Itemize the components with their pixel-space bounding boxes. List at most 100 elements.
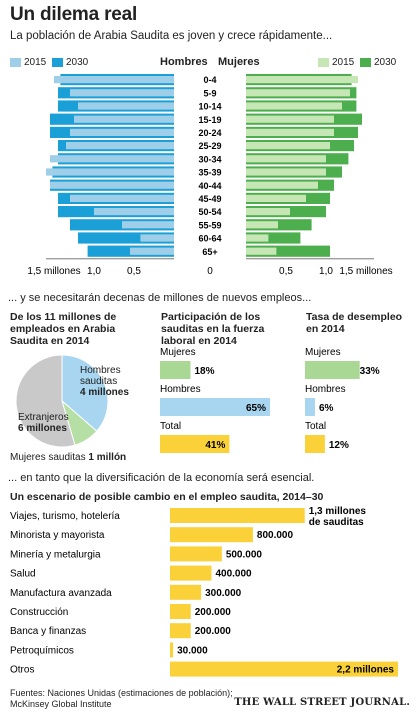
legend-label-men-2030: 2030	[66, 57, 89, 68]
bar-men-2015	[70, 194, 174, 202]
bar-women-2030	[246, 232, 301, 244]
bar-men-2015	[74, 115, 174, 123]
pie-label-men-name: Hombres sauditas	[80, 365, 121, 387]
age-label-box	[174, 113, 246, 125]
pie-label-women: Mujeres sauditas 1 millón	[10, 452, 126, 463]
scenario-value-label: 200.000	[195, 607, 232, 618]
bar-women-2015	[246, 181, 318, 189]
source-line-2: McKinsey Global Institute	[10, 699, 112, 709]
bar-men-2015	[70, 128, 174, 136]
source-note: Fuentes: Naciones Unidas (estimaciones d…	[10, 688, 233, 710]
population-pyramid-chart: 0-4 5-9 10-14 15-19 20-24 25-29 30-34 35-39 40-4…	[27, 74, 393, 277]
pie-slice	[15, 354, 76, 448]
scenario-value-label: 1,3 millones de sauditas	[309, 506, 367, 528]
scenario-category-label: Viajes, turismo, hotelería	[10, 511, 120, 522]
scenario-category-label: Petroquímicos	[10, 645, 74, 656]
bar-category-label: Hombres	[305, 384, 346, 395]
publisher-logo: THE WALL STREET JOURNAL.	[234, 697, 410, 708]
bar-men-2015	[94, 208, 174, 216]
bar-women-2015	[246, 194, 306, 202]
bar-category-label: Total	[305, 421, 326, 432]
scenario-value-label: 30.000	[177, 645, 208, 656]
scenario-title: Un escenario de posible cambio en el emp…	[10, 491, 324, 503]
bar-value-label: 33%	[360, 366, 380, 377]
x-tick-label: 0	[207, 266, 213, 277]
age-label-box	[174, 87, 246, 99]
employment-pie-chart	[15, 354, 109, 448]
x-tick-label: 1,0	[87, 266, 101, 277]
scenario-bar	[170, 546, 222, 562]
section-title-jobs: ... y se necesitarán decenas de millones…	[8, 292, 312, 304]
bar-value-label: 65%	[246, 403, 266, 414]
bar-women-2015	[246, 208, 290, 216]
bar-women-2030	[246, 245, 330, 257]
bar-men-2015	[78, 102, 174, 110]
pie-slice	[61, 354, 109, 432]
pyramid-header-women: Mujeres	[218, 56, 260, 68]
legend-label-men-2015: 2015	[24, 57, 47, 68]
bar-women-2015	[246, 128, 334, 136]
age-label-box	[174, 245, 246, 257]
bar	[160, 398, 270, 416]
legend-swatch-men-2030	[52, 58, 63, 67]
x-tick-label: 1,0	[319, 266, 333, 277]
pie-label-women-name: Mujeres sauditas	[10, 452, 86, 463]
bar	[160, 435, 230, 453]
scenario-category-label: Manufactura avanzada	[10, 588, 112, 599]
bar-men-2015	[122, 221, 174, 229]
bar-women-2015	[246, 221, 278, 229]
bar-men-2015	[140, 234, 174, 242]
age-group-label: 45-49	[198, 194, 221, 204]
scenario-value-label: 2,2 millones	[337, 665, 395, 676]
scenario-bar	[170, 584, 202, 600]
bar	[305, 435, 325, 453]
bar-men-2015	[50, 155, 174, 163]
participation-bar-chart: Mujeres 18% Hombres 65% Total 41%	[160, 347, 270, 453]
bar-women-2015	[246, 168, 326, 176]
age-group-label: 5-9	[203, 88, 216, 98]
age-label-box	[174, 153, 246, 165]
page-title: Un dilema real	[10, 4, 138, 25]
bar-women-2030	[246, 219, 312, 231]
scenario-bar	[170, 661, 398, 677]
legend-swatch-women-2030	[360, 58, 371, 67]
participation-title: Participación de los sauditas en la fuer…	[161, 311, 265, 347]
legend-swatch-men-2015	[10, 58, 21, 67]
bar-value-label: 41%	[205, 440, 225, 451]
bar-men-2015	[50, 181, 174, 189]
x-tick-label: 1,5 millones	[27, 266, 80, 277]
scenario-value-label: 400.000	[215, 569, 252, 580]
bar-men-2015	[70, 89, 174, 97]
pie-label-men-value: 4 millones	[80, 387, 129, 398]
x-tick-label: 1,5 millones	[339, 266, 392, 277]
x-tick-label: 0,5	[127, 266, 141, 277]
age-label-box	[174, 232, 246, 244]
age-label-box	[174, 179, 246, 191]
age-group-label: 50-54	[198, 207, 221, 217]
pie-label-women-value: 1 millón	[88, 452, 127, 463]
scenario-value-label: 200.000	[195, 626, 232, 637]
scenario-category-label: Minería y metalurgia	[10, 549, 101, 560]
scenario-bar	[170, 604, 191, 619]
bar-category-label: Hombres	[160, 384, 201, 395]
bar	[305, 361, 360, 379]
bar-women-2015	[246, 115, 334, 123]
source-line-1: Fuentes: Naciones Unidas (estimaciones d…	[10, 688, 233, 698]
bar-women-2015	[246, 102, 342, 110]
bar-value-label: 12%	[329, 440, 349, 451]
legend-label-women-2015: 2015	[332, 57, 355, 68]
bar-women-2015	[246, 155, 326, 163]
pie-label-foreign-value: 6 millones	[18, 423, 67, 434]
bar-category-label: Mujeres	[305, 347, 341, 358]
scenario-value-label: 800.000	[257, 530, 294, 541]
scenario-category-label: Construcción	[10, 607, 68, 618]
bar-women-2015	[246, 142, 330, 150]
bar-men-2015	[46, 168, 174, 176]
bar-category-label: Mujeres	[160, 347, 196, 358]
scenario-bar	[170, 642, 174, 658]
age-group-label: 10-14	[198, 102, 221, 112]
age-group-label: 65+	[202, 247, 217, 257]
bar-men-2015	[66, 142, 174, 150]
pyramid-header-men: Hombres	[160, 56, 208, 68]
scenario-bar	[170, 508, 305, 523]
